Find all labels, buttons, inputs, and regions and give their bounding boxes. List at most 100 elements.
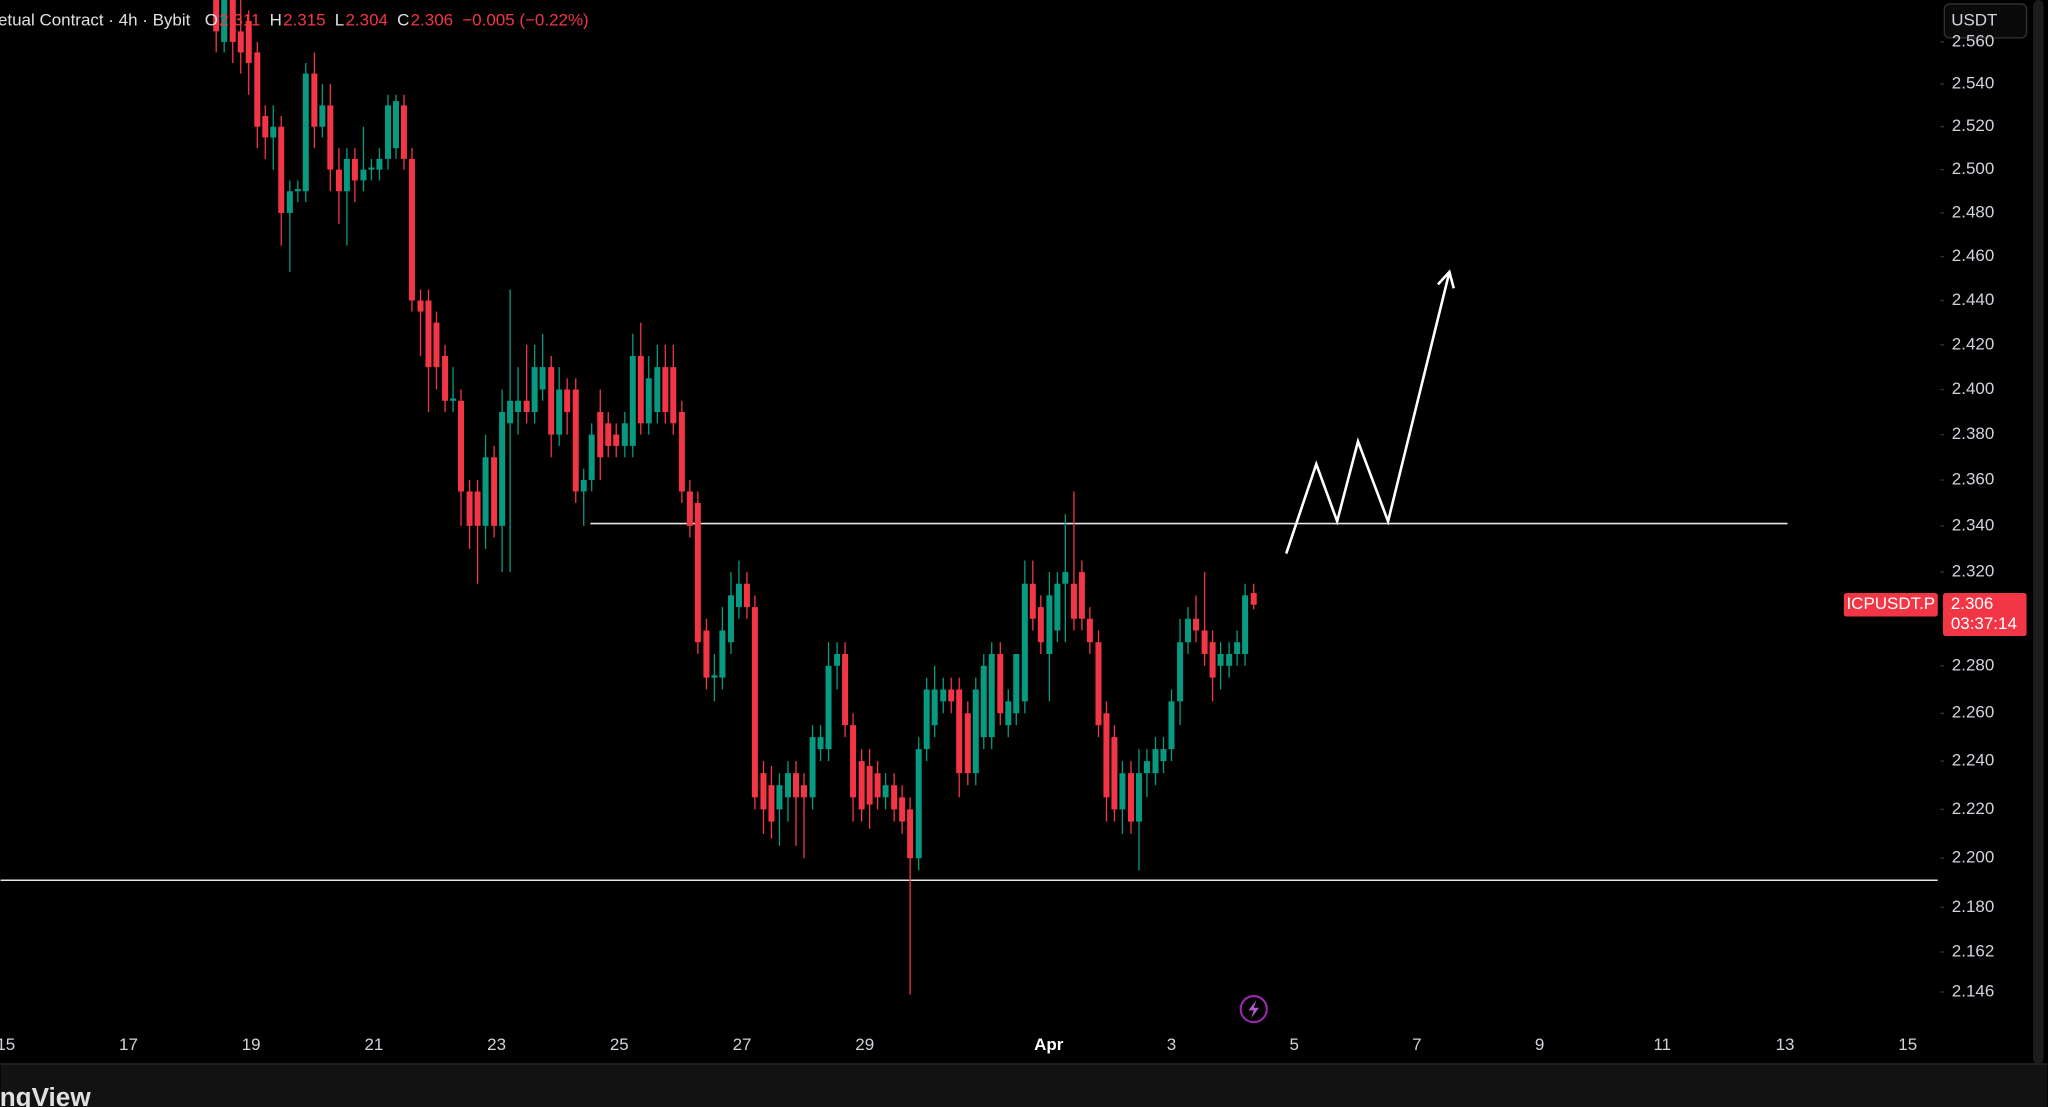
candle-body — [637, 355, 644, 424]
header-symbol: etual Contract · 4h · Bybit — [0, 10, 191, 29]
candle-body — [809, 737, 816, 798]
candle-body — [891, 785, 898, 810]
header-ohlc-value: 2.304 — [345, 10, 387, 29]
candle-body — [670, 367, 677, 424]
candle-body — [694, 502, 701, 643]
x-tick-label: 29 — [855, 1035, 874, 1054]
candle-body — [343, 158, 350, 192]
candle-body — [286, 191, 293, 213]
y-tick-label: 2.440 — [1952, 290, 1994, 309]
candle-body — [254, 52, 261, 127]
candle-body — [760, 773, 767, 810]
candle-body — [629, 355, 636, 446]
y-tick-label: 2.320 — [1952, 562, 1994, 581]
candle-body — [1086, 618, 1093, 643]
candle-body — [564, 389, 571, 413]
candle-body — [294, 189, 301, 192]
brand-logo: TradingView — [0, 1082, 91, 1107]
candle-body — [531, 367, 538, 413]
candle-body — [221, 0, 228, 42]
candle-body — [319, 105, 326, 127]
candle-body — [384, 105, 391, 159]
y-tick-label: 2.240 — [1952, 751, 1994, 770]
candle-body — [1078, 572, 1085, 619]
arrow-head — [1436, 269, 1456, 289]
candle-body — [1062, 572, 1069, 584]
x-tick-label: 17 — [119, 1035, 138, 1054]
candle-body — [825, 665, 832, 750]
event-icon[interactable] — [1239, 994, 1268, 1024]
currency-button[interactable] — [1943, 3, 2028, 39]
x-tick-label: 9 — [1535, 1035, 1544, 1054]
candle-body — [850, 725, 857, 798]
candle-body — [915, 749, 922, 859]
candle-body — [302, 73, 309, 192]
candle-body — [711, 675, 718, 678]
x-tick-label: 21 — [364, 1035, 383, 1054]
candle-body — [1054, 583, 1061, 631]
candle-body — [858, 761, 865, 810]
scrollbar — [2033, 0, 2044, 1064]
y-tick-label: 2.400 — [1952, 379, 1994, 398]
candle-body — [1103, 713, 1110, 798]
y-tick-label: 2.180 — [1952, 897, 1994, 916]
candle-body — [400, 105, 407, 159]
y-tick-label: 2.280 — [1952, 655, 1994, 674]
candle-body — [408, 158, 415, 301]
header-change: −0.005 (−0.22%) — [462, 10, 588, 29]
candle-body — [327, 105, 334, 170]
x-tick-label: 25 — [610, 1035, 629, 1054]
candle-body — [1193, 618, 1200, 631]
candle-body — [817, 737, 824, 750]
candle-body — [1250, 593, 1257, 605]
candle-body — [474, 491, 481, 526]
x-tick-label: 7 — [1412, 1035, 1421, 1054]
candle-body — [351, 158, 358, 181]
candle-body — [213, 0, 220, 32]
candle-body — [1217, 653, 1224, 666]
candle-body — [800, 785, 807, 798]
candle-body — [237, 31, 244, 53]
y-tick-label: 2.162 — [1952, 942, 1994, 961]
candle-body — [940, 689, 947, 702]
x-tick-label: Apr — [1034, 1035, 1064, 1054]
x-tick-label: 3 — [1167, 1035, 1176, 1054]
y-tick-label: 2.420 — [1952, 334, 1994, 353]
candle-body — [580, 480, 587, 492]
event-bolt — [1248, 999, 1259, 1019]
y-tick-label: 2.520 — [1952, 116, 1994, 135]
candle-body — [515, 400, 522, 413]
x-tick-label: 23 — [487, 1035, 506, 1054]
candle-body — [499, 412, 506, 526]
symbol-tag-label: ICPUSDT.P — [1846, 594, 1935, 613]
x-tick-label: 19 — [242, 1035, 261, 1054]
candle-body — [278, 126, 285, 213]
candle-body — [907, 809, 914, 859]
candle-body — [956, 689, 963, 774]
y-tick-label: 2.220 — [1952, 799, 1994, 818]
y-tick-label: 2.540 — [1952, 74, 1994, 93]
candle-body — [1201, 630, 1208, 654]
candle-body — [1005, 701, 1012, 726]
price-tag-countdown: 03:37:14 — [1951, 614, 2017, 633]
candle-body — [751, 607, 758, 798]
candle-body — [842, 653, 849, 726]
candle-body — [1185, 618, 1192, 643]
candle-body — [270, 126, 277, 138]
x-tick-label: 13 — [1776, 1035, 1795, 1054]
candle-body — [1046, 595, 1053, 654]
y-tick-label: 2.500 — [1952, 159, 1994, 178]
candle-body — [923, 689, 930, 750]
price-tag — [1943, 592, 2027, 637]
candle-body — [1209, 642, 1216, 678]
header-ohlc-value: 2.311 — [219, 10, 260, 29]
candle-body — [768, 785, 775, 822]
y-tick-label: 2.340 — [1952, 515, 1994, 534]
candle-body — [1013, 653, 1020, 714]
y-tick-label: 2.380 — [1952, 424, 1994, 443]
header-ohlc-value: 2.315 — [283, 10, 325, 29]
currency-label[interactable]: USDT — [1951, 10, 1997, 29]
candle-body — [662, 367, 669, 413]
candle-body — [654, 367, 661, 413]
bottom-bar — [0, 1063, 2048, 1107]
